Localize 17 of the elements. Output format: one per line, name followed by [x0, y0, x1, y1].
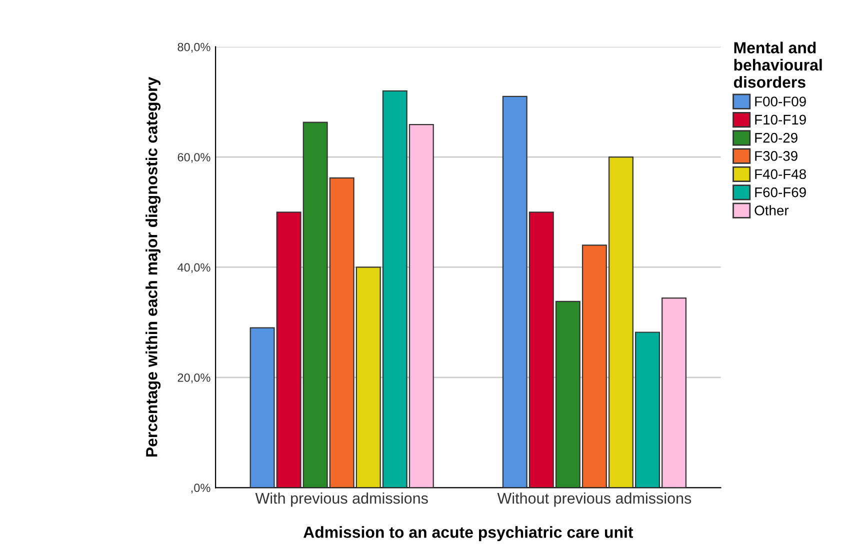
legend-label: F40-F48: [755, 169, 806, 180]
y-tick-label: ,0%: [191, 484, 210, 494]
legend-label: F60-F69: [755, 187, 806, 198]
y-axis-title: Percentage within each major diagnostic category: [146, 76, 161, 457]
legend-label: F20-29: [755, 132, 798, 143]
x-tick-label: With previous admissions: [255, 492, 428, 507]
legend-title: Mental and behavioural disorders: [734, 42, 822, 88]
legend-label: F00-F09: [755, 96, 806, 106]
y-tick-label: 40,0%: [177, 263, 210, 274]
y-tick-label: 60,0%: [178, 153, 210, 163]
legend-label: F10-F19: [755, 114, 806, 125]
legend-label: Other: [754, 205, 789, 216]
y-tick-label: 80,0%: [178, 42, 210, 53]
x-axis-title: Admission to an acute psychiatric care unit: [303, 526, 634, 542]
x-tick-label: Without previous admissions: [497, 492, 692, 507]
y-tick-label: 20,0%: [178, 373, 210, 384]
legend-label: F30-39: [755, 151, 798, 161]
